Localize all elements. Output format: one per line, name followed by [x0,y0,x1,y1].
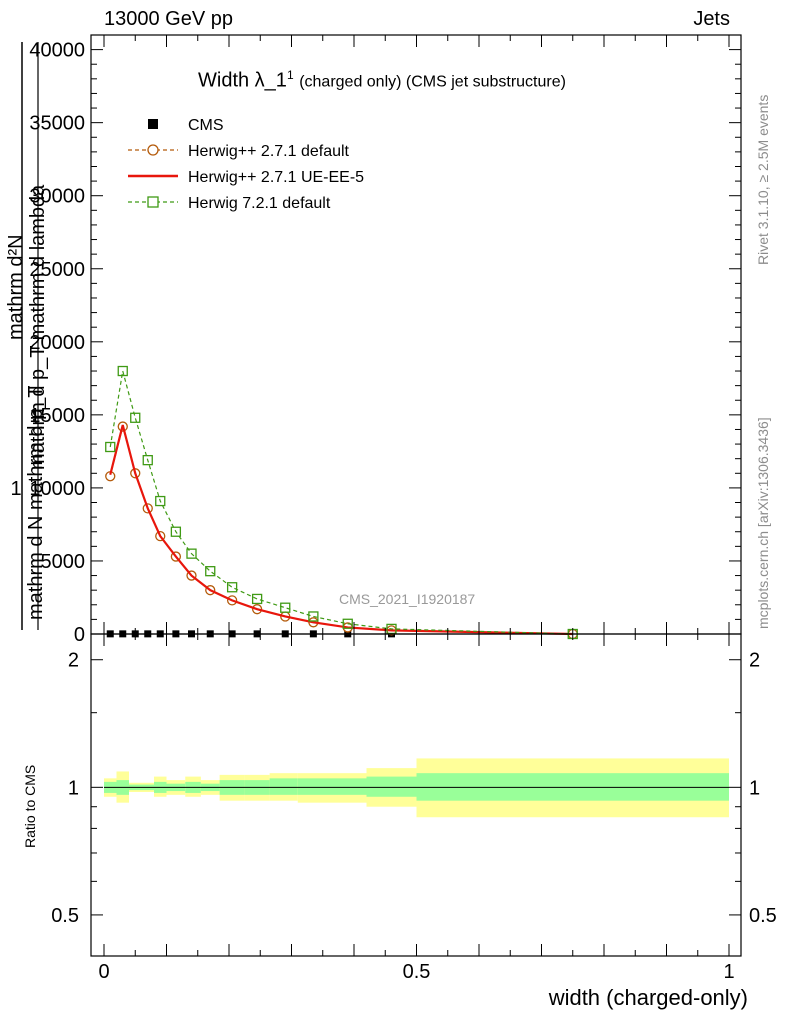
legend: CMS Herwig++ 2.7.1 default Herwig++ 2.7.1 … [128,117,364,212]
herwig7-point [342,618,353,629]
herwig7-point [308,611,319,622]
herwig7-point [386,623,397,635]
herwig7-point [117,365,128,377]
y-axis-label-part: mathrm d N mathrm d p_T [25,385,47,620]
y-tick-label: 15000 [29,405,85,427]
herwig7-point [130,412,141,423]
watermark: CMS_2021_I1920187 [339,591,476,607]
y-tick-label: 30000 [29,186,85,208]
axes-layer: 0 5000 10000 15000 20000 25000 30000 35000 40000… [5,34,777,983]
y-axis-label-part: mathrm d²N [5,234,27,340]
legend-label: Herwig++ 2.7.1 default [188,143,350,160]
legend-label: Herwig 7.2.1 default [188,195,331,212]
legend-label: Herwig++ 2.7.1 UE-EE-5 [188,169,364,186]
ratio-inner-band [366,776,417,797]
chart-title-rest: (charged only) (CMS jet substructure) [299,73,566,91]
herwig7-point [186,548,197,559]
legend-label: CMS [188,117,224,134]
herwig7-point [205,566,216,577]
herwig7-point [170,526,182,537]
x-tick-label: 1 [723,961,734,983]
ratio-y-tick-label-right: 2 [749,650,760,672]
ratio-inner-band [297,778,329,795]
herwig7-point [155,495,166,507]
x-axis-label: width (charged-only) [548,985,748,1010]
header-left: 13000 GeV pp [104,8,233,30]
ratio-inner-band [329,778,367,795]
herwig7-point [226,582,238,593]
ratio-y-tick-label-right: 0.5 [749,905,777,927]
y-tick-label: 0 [74,624,85,646]
legend-marker [148,119,158,129]
series-line-herwig-7-2-1-default [109,370,573,635]
header-right: Jets [693,8,730,30]
herwig7-point [105,441,116,453]
ratio-y-tick-label: 2 [68,650,79,672]
x-tick-label: 0.5 [403,961,431,983]
legend-marker [147,196,159,208]
side-text-mcplots: mcplots.cern.ch [arXiv:1306.3436] [755,417,771,629]
ratio-y-tick-label: 1 [68,777,79,799]
series-line-herwig-2-7-1-ue-ee-5 [109,424,573,636]
herwig7-point [251,593,263,605]
y-axis-label-part: 1 [10,478,21,500]
y-tick-label: 10000 [29,478,85,500]
chart-title: Width λ_11 (charged only) (CMS jet subst… [198,68,566,93]
herwig7-point [280,602,291,613]
chart-title-sup: 1 [286,68,294,82]
chart-title-main: Width λ_1 [198,69,287,92]
ratio-inner-band [269,778,298,795]
legend-marker [147,144,159,156]
y-tick-label: 20000 [29,332,85,354]
herwig7-point [142,454,153,466]
y-tick-label: 35000 [29,113,85,135]
ratio-ylabel: Ratio to CMS [22,764,38,848]
x-tick-label: 0 [98,961,109,983]
side-text-rivet: Rivet 3.1.10, ≥ 2.5M events [755,94,771,265]
y-tick-label: 5000 [41,551,86,573]
ratio-y-tick-label-right: 1 [749,777,760,799]
ratio-y-tick-label: 0.5 [51,905,79,927]
y-tick-label: 40000 [29,40,85,62]
y-tick-label: 25000 [29,259,85,281]
ratio-bands-layer [104,758,729,818]
